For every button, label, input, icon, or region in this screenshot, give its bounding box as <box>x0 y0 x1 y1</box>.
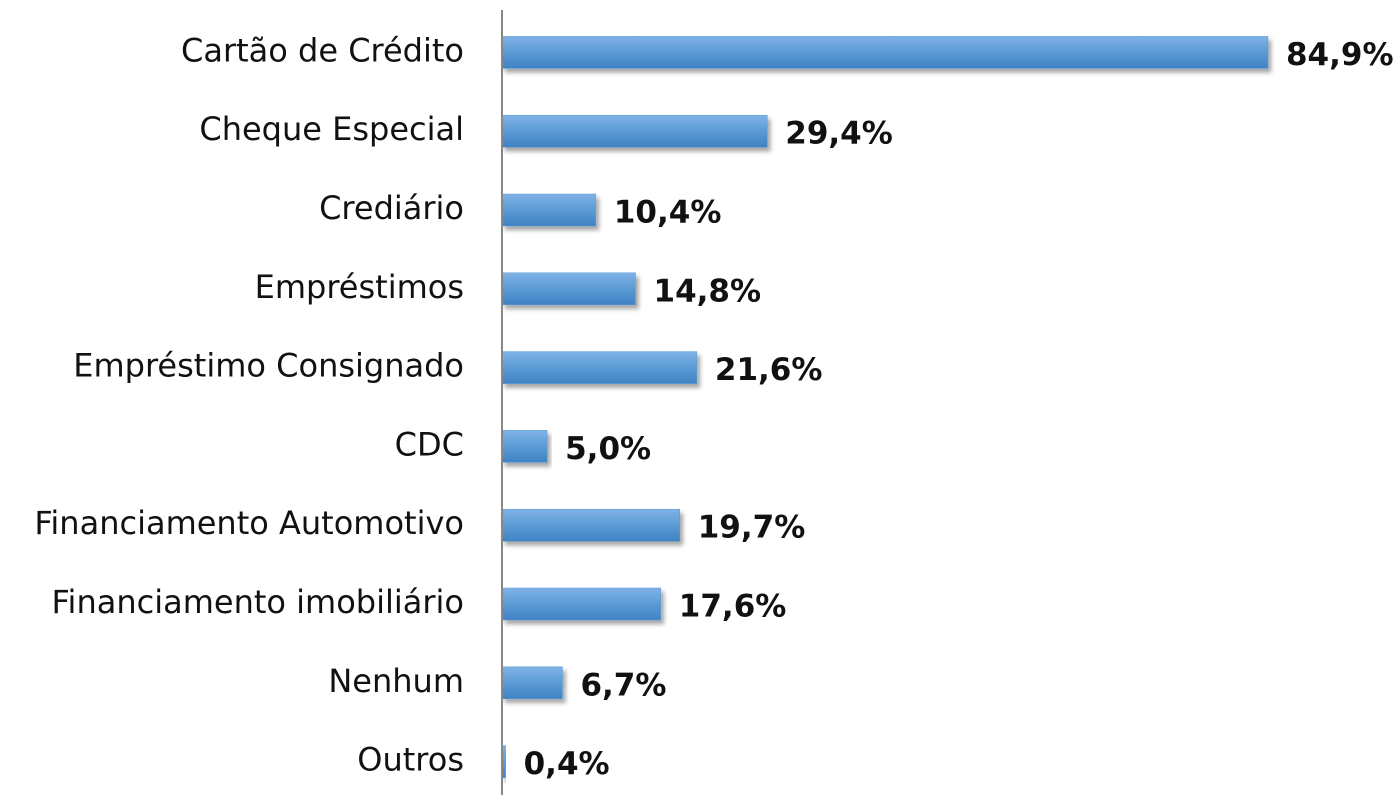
bar <box>501 193 597 227</box>
value-label: 29,4% <box>785 116 893 152</box>
bar <box>501 351 698 384</box>
category-label: Outros <box>357 741 464 779</box>
bar <box>501 587 662 621</box>
bar <box>501 36 1269 69</box>
category-label: Nenhum <box>328 662 464 700</box>
value-label: 84,9% <box>1286 37 1394 73</box>
bar <box>501 430 548 463</box>
bar <box>501 114 768 148</box>
value-label: 21,6% <box>715 352 823 388</box>
value-label: 6,7% <box>580 667 666 703</box>
value-label: 19,7% <box>698 510 806 546</box>
bars <box>501 36 1269 778</box>
category-label: CDC <box>395 425 464 463</box>
category-label: Crediário <box>319 189 464 227</box>
category-label: Cartão de Crédito <box>181 31 464 69</box>
value-label: 5,0% <box>565 431 651 467</box>
bar <box>501 508 680 542</box>
value-label: 10,4% <box>614 195 722 231</box>
bar <box>501 272 636 306</box>
category-label: Financiamento Automotivo <box>34 504 464 542</box>
category-label: Empréstimo Consignado <box>73 347 464 385</box>
category-label: Financiamento imobiliário <box>51 583 464 621</box>
value-label: 14,8% <box>654 273 762 309</box>
category-label: Empréstimos <box>255 268 464 306</box>
category-label: Cheque Especial <box>199 110 464 148</box>
value-label: 0,4% <box>524 746 610 782</box>
bar <box>501 666 563 700</box>
value-label: 17,6% <box>679 589 787 625</box>
